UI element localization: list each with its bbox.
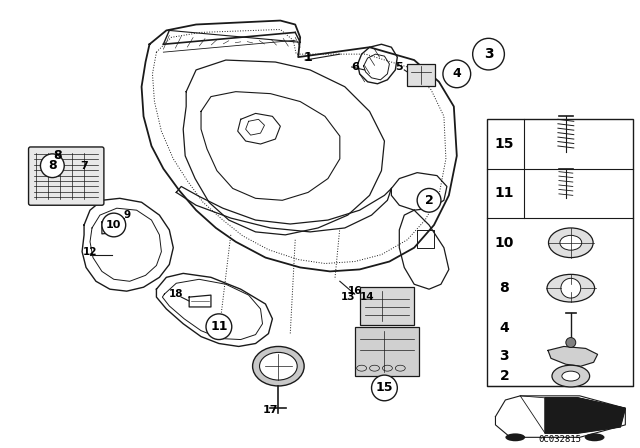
Circle shape <box>40 154 64 177</box>
Text: 3: 3 <box>484 47 493 61</box>
Circle shape <box>102 213 125 237</box>
Ellipse shape <box>585 433 605 441</box>
Text: 14: 14 <box>360 292 375 302</box>
Ellipse shape <box>253 346 304 386</box>
Circle shape <box>561 278 580 298</box>
Ellipse shape <box>548 228 593 258</box>
Text: 1: 1 <box>304 51 312 64</box>
FancyBboxPatch shape <box>29 147 104 205</box>
Ellipse shape <box>560 235 582 250</box>
Text: 11: 11 <box>210 320 228 333</box>
Polygon shape <box>548 346 598 366</box>
Text: 5: 5 <box>396 62 403 72</box>
Text: 6: 6 <box>351 62 358 72</box>
Text: 16: 16 <box>348 286 362 296</box>
Text: 8: 8 <box>499 281 509 295</box>
Text: 4: 4 <box>452 67 461 80</box>
Text: 15: 15 <box>376 381 393 394</box>
Text: 4: 4 <box>499 321 509 335</box>
Text: 2: 2 <box>499 369 509 383</box>
Text: 2: 2 <box>425 194 433 207</box>
Ellipse shape <box>260 353 297 380</box>
Text: 18: 18 <box>169 289 184 299</box>
Circle shape <box>443 60 470 88</box>
Circle shape <box>372 375 397 401</box>
Bar <box>355 327 419 376</box>
Text: 10: 10 <box>495 236 514 250</box>
Text: 12: 12 <box>83 247 97 257</box>
Text: 11: 11 <box>495 186 514 200</box>
Text: 10: 10 <box>106 220 122 230</box>
Bar <box>486 119 633 386</box>
Circle shape <box>473 39 504 70</box>
Text: 13: 13 <box>340 292 355 302</box>
Ellipse shape <box>552 365 589 387</box>
Text: 0C032815: 0C032815 <box>538 435 581 444</box>
Text: 3: 3 <box>500 349 509 363</box>
Ellipse shape <box>506 433 525 441</box>
Polygon shape <box>545 398 625 433</box>
Text: 8: 8 <box>53 149 61 162</box>
Ellipse shape <box>547 274 595 302</box>
Text: 15: 15 <box>495 137 514 151</box>
Text: 8: 8 <box>48 159 57 172</box>
Circle shape <box>417 189 441 212</box>
Text: 9: 9 <box>123 210 131 220</box>
Text: 7: 7 <box>80 161 88 171</box>
Text: 17: 17 <box>262 405 278 415</box>
Ellipse shape <box>562 371 580 381</box>
Bar <box>360 287 414 325</box>
Circle shape <box>206 314 232 340</box>
Circle shape <box>566 338 576 348</box>
Bar <box>407 64 435 86</box>
